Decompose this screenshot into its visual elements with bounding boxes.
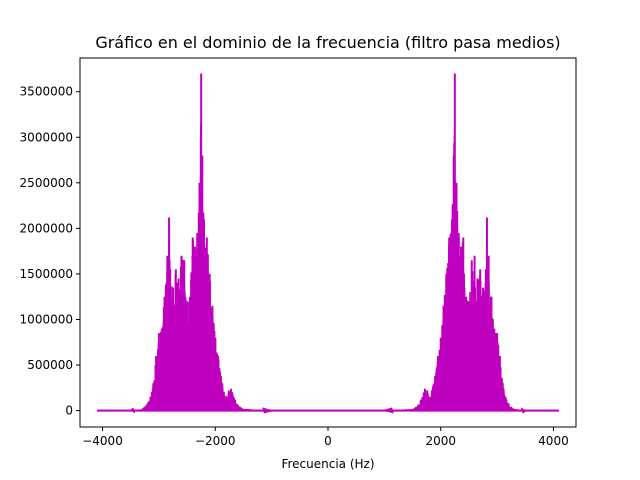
y-tick-label: 2500000 xyxy=(20,176,73,190)
y-tick-label: 0 xyxy=(65,404,73,418)
x-tick-label: 4000 xyxy=(538,434,569,448)
x-tick-label: 2000 xyxy=(425,434,456,448)
x-tick-label: −2000 xyxy=(195,434,236,448)
y-tick-label: 3500000 xyxy=(20,85,73,99)
chart-title: Gráfico en el dominio de la frecuencia (… xyxy=(95,33,560,52)
x-tick-label: 0 xyxy=(324,434,332,448)
x-tick-label: −4000 xyxy=(82,434,123,448)
x-axis: −4000 −2000 0 2000 4000 xyxy=(82,427,569,448)
y-tick-label: 2000000 xyxy=(20,221,73,235)
x-axis-label: Frecuencia (Hz) xyxy=(281,457,374,471)
y-tick-label: 1500000 xyxy=(20,267,73,281)
y-tick-label: 3000000 xyxy=(20,130,73,144)
y-axis: 0 500000 1000000 1500000 2000000 2500000 30000… xyxy=(20,85,80,418)
y-tick-label: 1000000 xyxy=(20,312,73,326)
plot-series xyxy=(97,73,559,414)
y-tick-label: 500000 xyxy=(27,358,73,372)
